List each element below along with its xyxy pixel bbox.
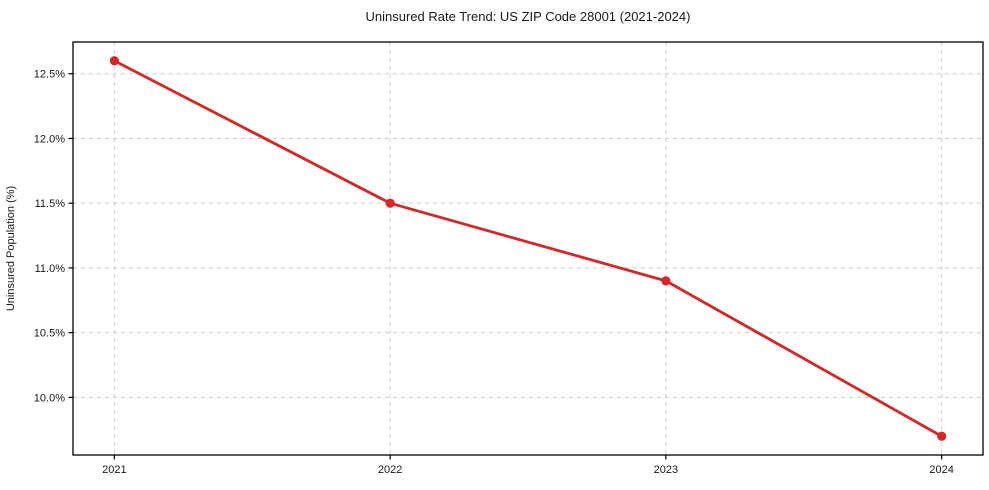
y-tick-label: 10.0% — [34, 392, 65, 404]
data-series — [109, 56, 947, 441]
axes: 10.0% 10.5% 11.0% 11.5% 12.0% 12.5% 2021 2022 20… — [34, 69, 954, 476]
data-point-marker — [385, 198, 395, 208]
data-point-marker — [109, 56, 119, 66]
data-point-marker — [661, 276, 671, 286]
y-tick-label: 11.0% — [35, 263, 66, 275]
y-tick-label: 11.5% — [35, 198, 66, 210]
plot-border — [72, 41, 984, 456]
gridlines — [73, 42, 983, 455]
x-tick-label: 2024 — [929, 464, 953, 476]
data-point-marker — [937, 431, 947, 441]
y-axis-label: Uninsured Population (%) — [5, 186, 17, 311]
x-tick-label: 2021 — [102, 464, 126, 476]
x-tick-label: 2023 — [654, 464, 678, 476]
x-tick-label: 2022 — [378, 464, 402, 476]
chart-title: Uninsured Rate Trend: US ZIP Code 28001 … — [366, 9, 691, 24]
trend-line — [112, 59, 944, 438]
y-tick-label: 10.5% — [34, 328, 65, 340]
y-tick-label: 12.0% — [34, 133, 65, 145]
y-tick-label: 12.5% — [34, 69, 65, 81]
